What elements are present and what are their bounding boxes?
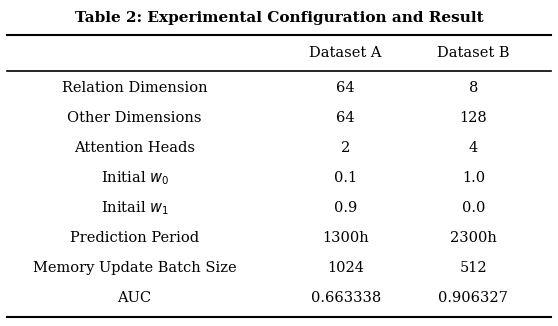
Text: Prediction Period: Prediction Period: [70, 231, 199, 245]
Text: Relation Dimension: Relation Dimension: [62, 81, 208, 95]
Text: 8: 8: [469, 81, 478, 95]
Text: 0.663338: 0.663338: [310, 291, 381, 305]
Text: 0.9: 0.9: [334, 201, 357, 215]
Text: Other Dimensions: Other Dimensions: [68, 111, 202, 125]
Text: 1024: 1024: [327, 261, 364, 275]
Text: 1.0: 1.0: [462, 171, 485, 185]
Text: Dataset B: Dataset B: [437, 46, 509, 60]
Text: 64: 64: [336, 111, 355, 125]
Text: 0.0: 0.0: [461, 201, 485, 215]
Text: Attention Heads: Attention Heads: [74, 141, 195, 155]
Text: Initail $w_1$: Initail $w_1$: [100, 199, 169, 217]
Text: 2300h: 2300h: [450, 231, 497, 245]
Text: 128: 128: [459, 111, 487, 125]
Text: AUC: AUC: [118, 291, 152, 305]
Text: Dataset A: Dataset A: [309, 46, 382, 60]
Text: Initial $w_0$: Initial $w_0$: [100, 169, 169, 187]
Text: 64: 64: [336, 81, 355, 95]
Text: 1300h: 1300h: [323, 231, 369, 245]
Text: 512: 512: [460, 261, 487, 275]
Text: 0.1: 0.1: [334, 171, 357, 185]
Text: Table 2: Experimental Configuration and Result: Table 2: Experimental Configuration and …: [75, 11, 483, 25]
Text: 0.906327: 0.906327: [439, 291, 508, 305]
Text: 2: 2: [341, 141, 350, 155]
Text: 4: 4: [469, 141, 478, 155]
Text: Memory Update Batch Size: Memory Update Batch Size: [33, 261, 237, 275]
